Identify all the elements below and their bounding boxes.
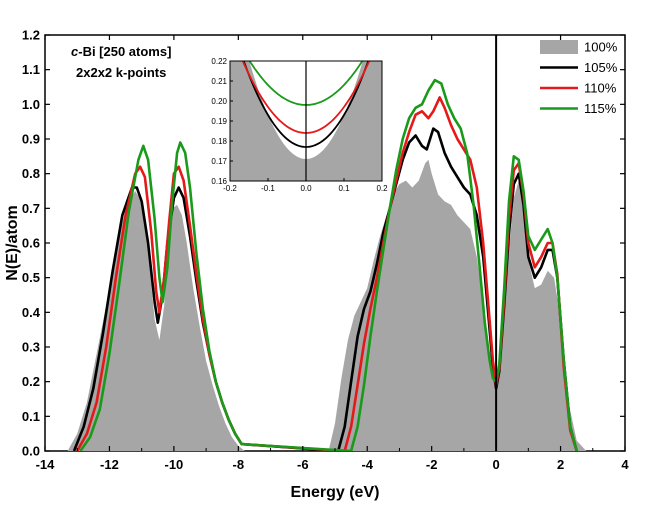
y-tick-label: 0.7 [22,201,40,216]
legend-label-115: 115% [584,101,617,116]
inset-y-tick-label: 0.21 [211,77,227,86]
x-tick-label: -8 [233,457,245,472]
x-tick-label: 4 [621,457,629,472]
legend-swatch-100 [540,40,578,54]
x-axis-ticks: -14 -12 -10 -8 -6 -4 -2 0 2 4 [36,35,629,472]
y-tick-label: 0.9 [22,132,40,147]
legend-label-105: 105% [584,60,618,75]
y-tick-label: 1.1 [22,62,40,77]
y-tick-label: 0.3 [22,340,40,355]
y-tick-label: 0.1 [22,409,40,424]
y-axis-title: N(E)/atom [4,205,21,281]
x-tick-label: 0 [492,457,499,472]
x-axis-title: Energy (eV) [291,484,380,501]
inset-x-tick-label: -0.1 [261,184,275,193]
y-tick-label: 0.8 [22,166,40,181]
y-tick-label: 0.0 [22,444,40,459]
y-tick-label: 0.5 [22,270,40,285]
inset-y-tick-label: 0.17 [211,157,227,166]
y-tick-label: 0.4 [22,305,41,320]
y-tick-label: 1.0 [22,97,40,112]
legend-label-100: 100% [584,40,618,55]
inset-y-tick-label: 0.20 [211,97,227,106]
inset-y-ticks: 0.16 0.17 0.18 0.19 0.20 0.21 0.22 [211,57,233,186]
y-tick-label: 0.2 [22,374,40,389]
kpoint-annotation: 2x2x2 k-points [76,65,166,80]
series-line-115 [79,78,578,451]
main-series-group [67,78,587,451]
x-tick-label: 2 [557,457,564,472]
inset-y-tick-label: 0.16 [211,177,227,186]
x-tick-label: -4 [361,457,373,472]
legend: 100% 105% 110% 115% [540,40,618,116]
annotation-prefix: c [71,44,79,59]
inset-x-tick-label: -0.2 [223,184,237,193]
inset-x-tick-label: 0.2 [376,184,388,193]
annotation-rest: -Bi [250 atoms] [78,44,171,59]
inset-area-100 [230,61,382,181]
inset-x-ticks: -0.2 -0.1 0.0 0.1 0.2 [223,178,388,193]
x-tick-label: -12 [100,457,119,472]
system-annotation: c-Bi [250 atoms] [71,44,171,59]
inset-y-tick-label: 0.19 [211,117,227,126]
legend-label-110: 110% [584,81,617,96]
series-area-100 [67,159,587,451]
x-tick-label: -6 [297,457,309,472]
y-tick-label: 1.2 [22,28,40,43]
y-axis-ticks: 0.0 0.1 0.2 0.3 0.4 0.5 0.6 0.7 0.8 0.9 1.0 1.1 1.2 [22,28,625,459]
y-tick-label: 0.6 [22,236,40,251]
inset-y-tick-label: 0.22 [211,57,227,66]
x-tick-label: -2 [426,457,438,472]
inset-x-tick-label: 0.1 [338,184,350,193]
x-tick-label: -10 [164,457,183,472]
inset-plot: -0.2 -0.1 0.0 0.1 0.2 0.160.170.180.190.200.… [211,57,388,193]
inset-x-tick-label: 0.0 [300,184,312,193]
inset-y-tick-label: 0.18 [211,137,227,146]
x-tick-label: -14 [36,457,56,472]
